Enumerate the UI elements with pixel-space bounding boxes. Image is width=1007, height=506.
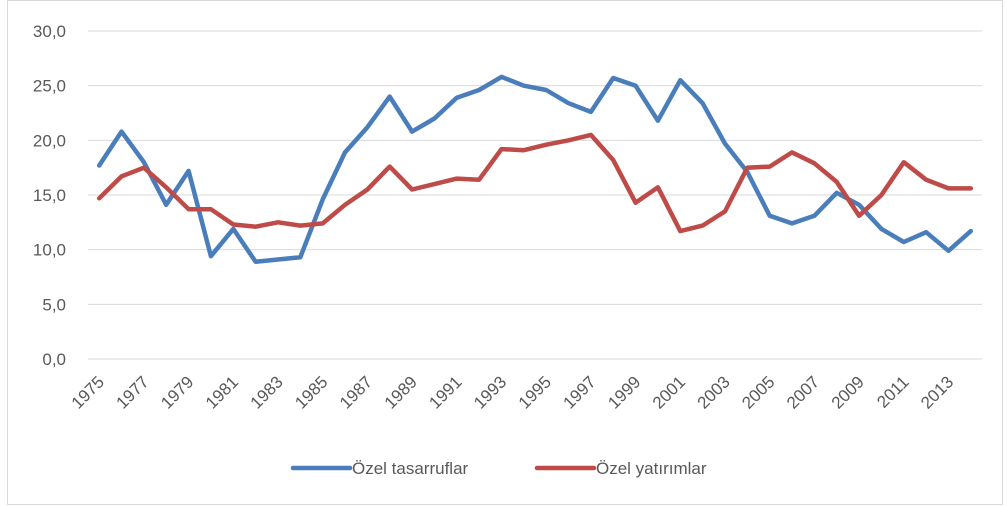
y-tick-label: 10,0 <box>33 241 66 260</box>
data-line <box>96 74 974 264</box>
chart-frame <box>7 0 1003 505</box>
y-tick-label: 20,0 <box>33 131 66 150</box>
y-tick-label: 5,0 <box>42 295 66 314</box>
y-tick-label: 15,0 <box>33 186 66 205</box>
legend-label: Özel yatırımlar <box>596 459 707 478</box>
y-tick-label: 30,0 <box>33 22 66 41</box>
y-tick-label: 0,0 <box>42 350 66 369</box>
data-line <box>96 132 974 234</box>
y-tick-label: 25,0 <box>33 77 66 96</box>
legend-label: Özel tasarruflar <box>352 459 469 478</box>
